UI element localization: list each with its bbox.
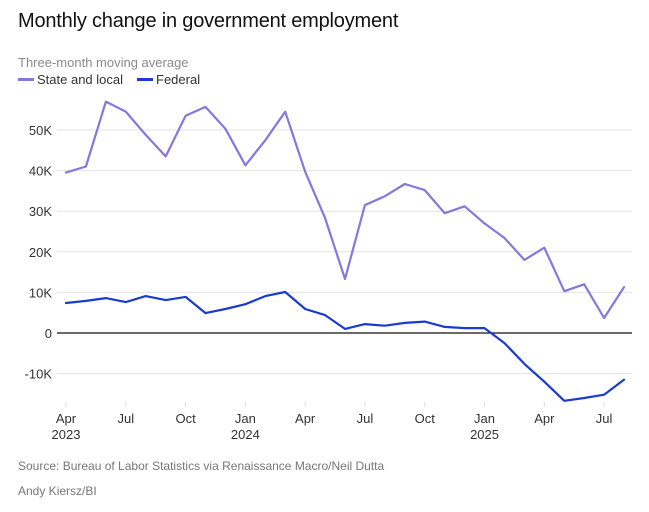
y-tick-label: 20K (29, 245, 52, 260)
x-tick-label: Apr (295, 411, 316, 426)
legend: State and local Federal (18, 72, 200, 87)
legend-swatch-state-local (18, 78, 34, 81)
series-line-state-local (64, 100, 626, 320)
y-tick-label: 50K (29, 123, 52, 138)
x-tick-year-label: 2025 (470, 427, 499, 442)
series-line-federal (64, 290, 626, 402)
legend-swatch-federal (137, 78, 154, 81)
series-layer (64, 100, 626, 402)
x-tick-label: Apr (534, 411, 555, 426)
source-note: Source: Bureau of Labor Statistics via R… (18, 459, 385, 473)
y-tick-label: 0 (45, 326, 52, 341)
legend-label-state-local: State and local (37, 72, 124, 87)
x-tick-label: Oct (415, 411, 436, 426)
chart-subtitle: Three-month moving average (18, 55, 189, 70)
y-tick-label: 10K (29, 285, 52, 300)
x-tick-label: Jul (117, 411, 134, 426)
credit-note: Andy Kiersz/BI (18, 484, 97, 498)
x-tick-label: Jan (474, 411, 495, 426)
x-tick-label: Jan (235, 411, 256, 426)
x-tick-label: Jul (596, 411, 613, 426)
x-tick-label: Oct (175, 411, 196, 426)
x-tick-label: Apr (56, 411, 77, 426)
y-tick-label: 40K (29, 164, 52, 179)
legend-label-federal: Federal (156, 72, 201, 87)
x-tick-label: Jul (357, 411, 374, 426)
legend-item-state-local: State and local (18, 72, 123, 87)
x-tick-year-label: 2024 (231, 427, 260, 442)
y-tick-label: -10K (25, 367, 53, 382)
x-tick-year-label: 2023 (52, 427, 81, 442)
y-tick-label: 30K (29, 204, 52, 219)
legend-item-federal: Federal (137, 72, 200, 87)
chart-title: Monthly change in government employment (18, 10, 399, 32)
